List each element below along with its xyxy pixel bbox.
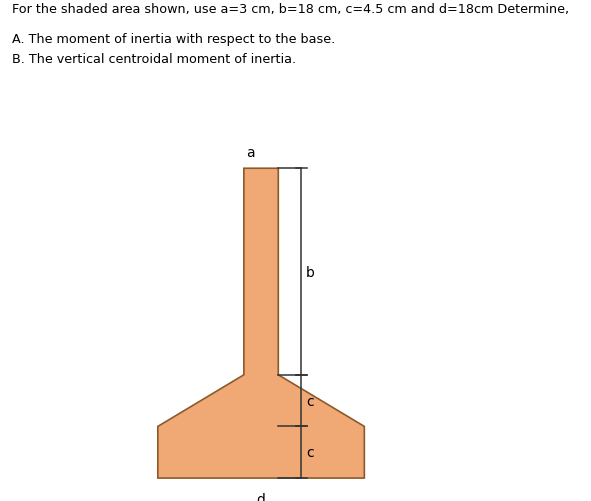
Text: b: b [306, 265, 314, 279]
Text: d: d [256, 492, 265, 501]
Polygon shape [158, 169, 364, 478]
Text: B. The vertical centroidal moment of inertia.: B. The vertical centroidal moment of ine… [12, 53, 296, 66]
Text: For the shaded area shown, use a=3 cm, b=18 cm, c=4.5 cm and d=18cm Determine,: For the shaded area shown, use a=3 cm, b… [12, 3, 569, 16]
Text: c: c [306, 445, 313, 459]
Text: a: a [246, 146, 255, 160]
Text: A. The moment of inertia with respect to the base.: A. The moment of inertia with respect to… [12, 33, 335, 46]
Text: c: c [306, 394, 313, 408]
